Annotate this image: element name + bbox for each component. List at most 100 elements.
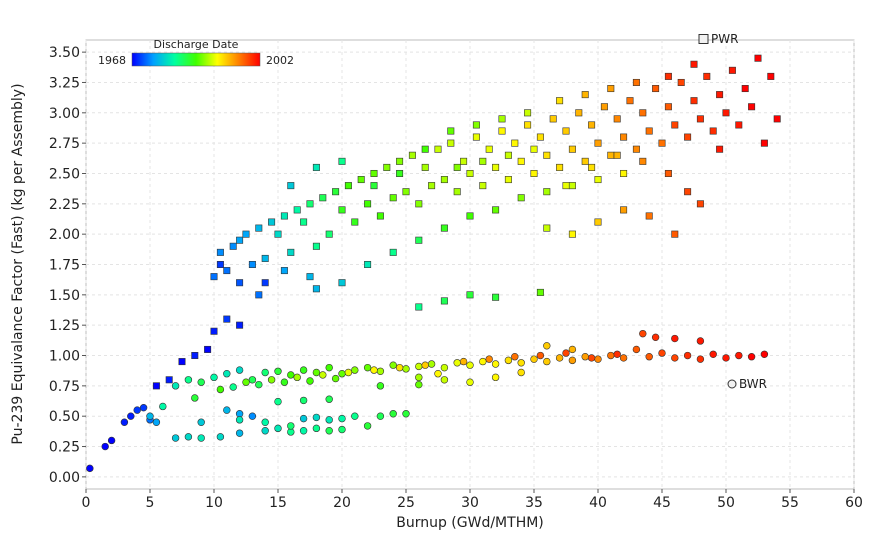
colorbar-max-label: 2002 [266, 54, 294, 67]
y-tick-label: 2.50 [49, 166, 80, 182]
bwr-point [299, 427, 308, 435]
bwr-point [325, 427, 333, 435]
colorbar-legend: Discharge Date 1968 2002 [98, 38, 294, 67]
y-tick-label: 3.50 [49, 45, 80, 61]
pwr-point [703, 72, 711, 80]
bwr-point [306, 377, 314, 385]
bwr-point [299, 366, 308, 374]
pwr-point [767, 72, 775, 80]
pwr-point [562, 182, 570, 190]
pwr-point [415, 303, 423, 311]
pwr-point [287, 248, 295, 256]
pwr-point [741, 85, 749, 93]
bwr-point [415, 380, 423, 389]
pwr-point [639, 109, 647, 117]
pwr-point [293, 206, 301, 214]
bwr-point [152, 418, 161, 426]
pwr-point [300, 218, 308, 226]
bwr-point [223, 370, 231, 378]
pwr-point [735, 121, 743, 129]
bwr-point [543, 342, 551, 350]
pwr-point [216, 248, 224, 256]
bwr-point [402, 410, 410, 418]
bwr-point [274, 424, 282, 433]
pwr-point [255, 224, 263, 232]
pwr-point [504, 176, 512, 184]
colorbar-gradient [131, 52, 261, 67]
bwr-point [287, 371, 295, 379]
pwr-point [760, 139, 768, 147]
x-tick-label: 50 [717, 495, 735, 511]
series-label-pwr: PWR [698, 32, 738, 46]
bwr-point [491, 360, 500, 368]
pwr-point [421, 145, 429, 153]
pwr-point [204, 345, 212, 353]
bwr-label: BWR [739, 377, 767, 391]
y-tick-label: 3.00 [49, 106, 80, 122]
pwr-point [287, 182, 295, 190]
bwr-point [415, 373, 423, 382]
bwr-point [235, 416, 244, 424]
pwr-point [280, 267, 288, 275]
bwr-point [479, 357, 487, 366]
bwr-point [338, 414, 346, 423]
bwr-point [555, 354, 564, 362]
colorbar-title: Discharge Date [154, 38, 239, 51]
bwr-point [274, 367, 282, 375]
pwr-point [581, 91, 589, 99]
pwr-point [344, 182, 352, 190]
bwr-point [658, 349, 666, 357]
bwr-point [696, 337, 705, 345]
bwr-point [568, 356, 577, 365]
bwr-point [331, 374, 340, 383]
bwr-point [338, 370, 346, 378]
bwr-point [261, 368, 269, 377]
bwr-point [229, 383, 237, 391]
pwr-point [453, 163, 461, 171]
bwr-point [248, 376, 257, 384]
bwr-point [184, 433, 193, 441]
bwr-point [389, 410, 397, 418]
bwr-point [607, 351, 615, 360]
pwr-point [645, 127, 653, 135]
bwr-point [671, 354, 679, 362]
bwr-point [562, 349, 570, 357]
pwr-point [415, 200, 423, 208]
y-tick-label: 1.50 [49, 288, 80, 304]
y-tick-label: 2.00 [49, 227, 80, 243]
y-tick-label: 0.50 [49, 409, 80, 425]
bwr-point [440, 363, 449, 372]
pwr-point [575, 109, 583, 117]
bwr-point [671, 334, 679, 343]
x-tick-label: 5 [146, 495, 155, 511]
pwr-point [351, 218, 359, 226]
pwr-point [716, 91, 724, 99]
pwr-point [210, 273, 218, 281]
pwr-point [696, 115, 704, 123]
bwr-point [338, 425, 346, 434]
pwr-point [652, 85, 660, 93]
bwr-point [389, 361, 397, 369]
bwr-point [722, 354, 730, 362]
bwr-point [709, 350, 717, 358]
bwr-point [632, 345, 641, 354]
pwr-point [178, 358, 186, 366]
pwr-point [255, 291, 263, 299]
bwr-point [517, 368, 525, 377]
x-tick-label: 35 [525, 495, 543, 511]
pwr-point [588, 121, 596, 129]
bwr-point [159, 402, 167, 411]
pwr-point [677, 78, 685, 86]
pwr-point [440, 224, 448, 232]
pwr-point [248, 260, 256, 268]
pwr-point [709, 127, 717, 135]
bwr-point [86, 464, 94, 473]
bwr-point [197, 418, 205, 426]
pwr-point [466, 212, 474, 220]
bwr-point [210, 373, 218, 382]
bwr-point [325, 416, 333, 424]
bwr-point [235, 429, 244, 437]
pwr-point [460, 157, 468, 165]
pwr-point [434, 145, 442, 153]
bwr-point [683, 351, 692, 360]
